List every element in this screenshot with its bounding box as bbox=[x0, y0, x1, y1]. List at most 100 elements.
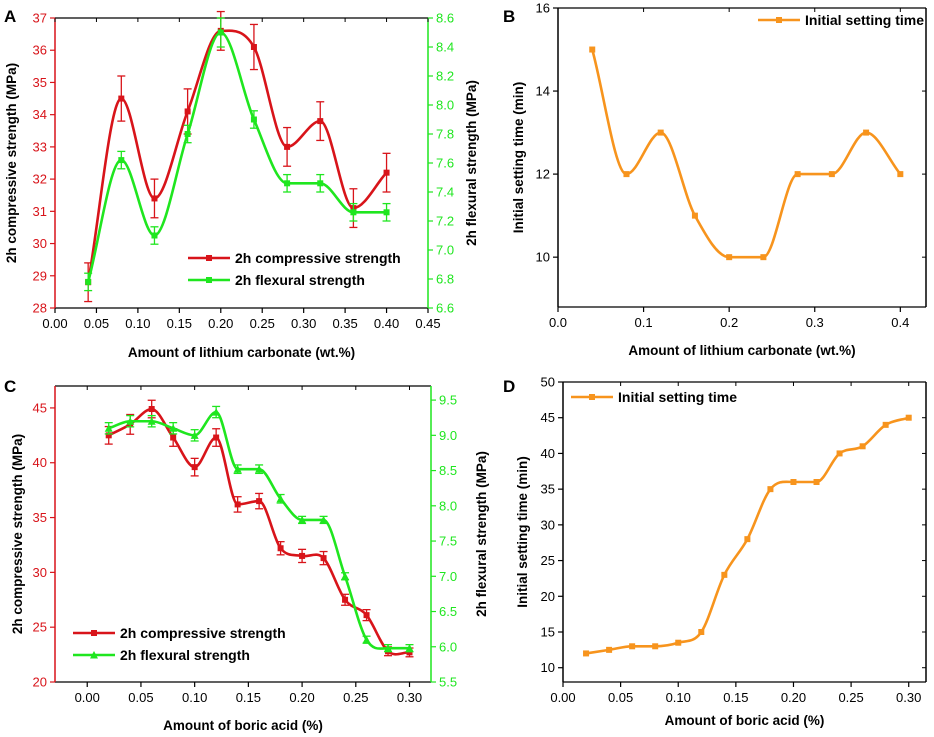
legend-entry: Initial setting time bbox=[618, 389, 737, 405]
y-tick-label: 30 bbox=[33, 565, 47, 580]
x-tick-label: 0.00 bbox=[75, 690, 100, 705]
panel-letter: B bbox=[503, 7, 515, 26]
data-point bbox=[277, 545, 284, 552]
y2-tick-label: 8.0 bbox=[436, 98, 454, 113]
x-tick-label: 0.20 bbox=[289, 690, 314, 705]
y2-tick-label: 8.6 bbox=[436, 11, 454, 26]
x-tick-label: 0.25 bbox=[838, 690, 863, 705]
data-point bbox=[255, 465, 264, 473]
y-tick-label: 30 bbox=[33, 236, 47, 251]
y-tick-label: 32 bbox=[33, 172, 47, 187]
data-point bbox=[319, 515, 328, 524]
series-line bbox=[585, 416, 910, 655]
legend-marker bbox=[589, 394, 595, 400]
data-point bbox=[859, 443, 866, 450]
x-axis-title: Amount of lithium carbonate (wt.%) bbox=[628, 343, 855, 358]
legend-entry: 2h flexural strength bbox=[235, 272, 365, 288]
y2-tick-label: 9.0 bbox=[439, 428, 457, 443]
data-point bbox=[836, 450, 843, 457]
x-axis-title: Amount of lithium carbonate (wt.%) bbox=[128, 345, 355, 360]
x-tick-label: 0.45 bbox=[415, 316, 440, 331]
y-tick-label: 14 bbox=[536, 84, 550, 99]
data-point bbox=[794, 171, 801, 178]
data-point bbox=[657, 129, 664, 136]
y2-tick-label: 8.4 bbox=[436, 40, 454, 55]
data-point bbox=[652, 643, 659, 650]
y-tick-label: 10 bbox=[541, 660, 555, 675]
y-tick-label: 30 bbox=[541, 517, 555, 532]
y-tick-label: 20 bbox=[33, 675, 47, 690]
data-point bbox=[698, 629, 705, 635]
data-point bbox=[760, 254, 767, 261]
data-point bbox=[767, 486, 774, 493]
x-tick-label: 0.35 bbox=[332, 316, 357, 331]
data-point bbox=[85, 278, 92, 285]
y2-tick-label: 7.4 bbox=[436, 185, 454, 200]
data-point bbox=[284, 180, 291, 187]
y-tick-label: 12 bbox=[536, 167, 550, 182]
y-tick-label: 35 bbox=[541, 482, 555, 497]
y2-tick-label: 8.0 bbox=[439, 498, 457, 513]
data-point bbox=[126, 417, 135, 425]
x-tick-label: 0.0 bbox=[549, 315, 567, 330]
y2-tick-label: 9.5 bbox=[439, 393, 457, 408]
y-tick-label: 10 bbox=[536, 250, 550, 265]
data-point bbox=[118, 95, 125, 102]
legend-entry: 2h compressive strength bbox=[120, 625, 286, 641]
y2-tick-label: 6.6 bbox=[436, 301, 454, 316]
y-tick-label: 25 bbox=[33, 620, 47, 635]
data-point bbox=[583, 650, 590, 657]
data-point bbox=[589, 46, 596, 53]
y-tick-label: 33 bbox=[33, 139, 47, 154]
y2-tick-label: 8.2 bbox=[436, 69, 454, 84]
data-point bbox=[184, 108, 191, 115]
data-point bbox=[813, 479, 820, 485]
data-point bbox=[721, 571, 728, 578]
data-point bbox=[384, 644, 393, 652]
x-tick-label: 0.25 bbox=[250, 316, 275, 331]
y2-tick-label: 7.6 bbox=[436, 156, 454, 171]
x-tick-label: 0.30 bbox=[291, 316, 316, 331]
x-tick-label: 0.2 bbox=[720, 315, 738, 330]
y-tick-label: 40 bbox=[33, 455, 47, 470]
x-tick-label: 0.15 bbox=[236, 690, 261, 705]
y-axis-title: Initial setting time (min) bbox=[511, 82, 526, 234]
x-tick-label: 0.05 bbox=[608, 690, 633, 705]
data-point bbox=[623, 171, 630, 178]
data-point bbox=[320, 555, 327, 562]
y-tick-label: 34 bbox=[33, 107, 47, 122]
y-tick-label: 35 bbox=[33, 510, 47, 525]
panel-letter: C bbox=[4, 377, 16, 396]
y-tick-label: 15 bbox=[541, 625, 555, 640]
panel-d: 0.00 0.05 0.10 0.15 0.20 0.25 0.30 10 15 20 25 30 35… bbox=[503, 375, 927, 728]
data-point bbox=[191, 464, 198, 471]
data-point bbox=[383, 169, 390, 176]
data-point bbox=[256, 498, 263, 505]
y-tick-label: 29 bbox=[33, 268, 47, 283]
data-point bbox=[317, 118, 324, 125]
x-tick-label: 0.30 bbox=[397, 690, 422, 705]
data-point bbox=[744, 536, 751, 543]
y-tick-label: 28 bbox=[33, 301, 47, 316]
data-point bbox=[250, 116, 257, 123]
data-point bbox=[406, 649, 413, 656]
y2-tick-label: 6.5 bbox=[439, 604, 457, 619]
data-point bbox=[190, 431, 199, 439]
series-line bbox=[86, 31, 387, 283]
data-point bbox=[675, 639, 682, 646]
x-tick-label: 0.00 bbox=[550, 690, 575, 705]
x-tick-label: 0.15 bbox=[167, 316, 192, 331]
data-point bbox=[863, 129, 870, 136]
y2-tick-label: 7.0 bbox=[436, 243, 454, 258]
data-point bbox=[212, 408, 221, 416]
x-tick-label: 0.4 bbox=[891, 315, 909, 330]
data-point bbox=[105, 432, 112, 439]
data-point bbox=[299, 552, 306, 559]
x-axis-title: Amount of boric acid (%) bbox=[163, 718, 323, 733]
data-point bbox=[234, 501, 241, 508]
legend-marker bbox=[206, 277, 212, 283]
data-point bbox=[298, 515, 307, 524]
x-tick-label: 0.05 bbox=[84, 316, 109, 331]
y-tick-label: 40 bbox=[541, 446, 555, 461]
